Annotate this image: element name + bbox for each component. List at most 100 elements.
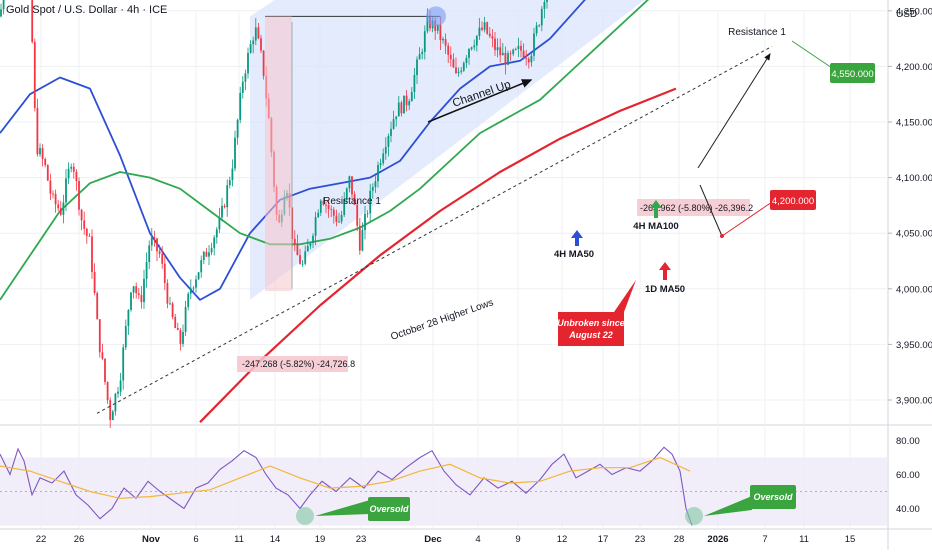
x-tick-label: 6 (193, 534, 198, 545)
candle (245, 69, 247, 90)
candle-body (187, 294, 189, 307)
candle-body (403, 96, 405, 114)
candle (169, 297, 171, 305)
candle (219, 208, 221, 233)
candle-body (367, 213, 369, 214)
candle (367, 210, 369, 217)
candle-body (406, 96, 408, 106)
x-tick-label: 12 (557, 534, 568, 545)
chart-title: Gold Spot / U.S. Dollar · 4h · ICE (6, 4, 167, 16)
candle (156, 238, 158, 261)
candle-body (484, 22, 486, 30)
candle-body (156, 238, 158, 251)
candle (242, 76, 244, 99)
candle (89, 233, 91, 236)
candle-body (536, 25, 538, 33)
candle-body (505, 53, 507, 65)
candle (52, 190, 54, 198)
candle-body (497, 47, 499, 50)
candle (99, 319, 101, 358)
candle (226, 179, 228, 217)
projection-up-arrow (698, 54, 770, 168)
candle (109, 397, 111, 428)
higher-lows-label: October 28 Higher Lows (389, 297, 495, 343)
ma50-4h-label: 4H MA50 (554, 249, 594, 260)
y-tick-label: 4,050.000 (896, 229, 932, 240)
candle-body (112, 411, 114, 420)
candle-body (200, 260, 202, 272)
candle-body (533, 33, 535, 55)
candle-body (440, 24, 442, 40)
candle-body (414, 75, 416, 92)
candle (34, 39, 36, 112)
candle (104, 358, 106, 385)
candle-body (237, 120, 239, 138)
candle (302, 260, 304, 267)
candle-body (216, 229, 218, 237)
candle (247, 48, 249, 79)
ma100-4h-label: 4H MA100 (633, 221, 678, 232)
candle-body (180, 330, 182, 344)
candle-body (128, 310, 130, 326)
candle-body (143, 279, 145, 302)
candle-body (224, 206, 226, 207)
candle-body (538, 25, 540, 26)
candle-body (195, 279, 197, 287)
candle (63, 195, 65, 224)
candle-body (50, 181, 52, 194)
candle-body (247, 53, 249, 73)
candle-body (232, 169, 234, 181)
candle-body (476, 36, 478, 46)
ma50-4h-arrow-icon (571, 230, 583, 246)
candle-body (125, 326, 127, 347)
candle-body (362, 230, 364, 250)
x-tick-label: 4 (475, 534, 480, 545)
candle-body (177, 328, 179, 330)
candle-body (52, 194, 54, 195)
candle-body (463, 63, 465, 71)
candle (128, 309, 130, 335)
candle-body (213, 237, 215, 248)
candle-body (91, 236, 93, 271)
candle-body (169, 303, 171, 304)
candle-body (359, 226, 361, 251)
candle-body (42, 148, 44, 159)
candle-body (255, 27, 257, 40)
candle (234, 131, 236, 172)
y-tick-label: 3,900.000 (896, 396, 932, 407)
x-tick-label: Nov (142, 534, 161, 545)
x-tick-label: 23 (356, 534, 367, 545)
candle-body (221, 206, 223, 218)
candle-body (141, 295, 143, 302)
target2-dot (720, 234, 724, 238)
x-tick-label: 11 (799, 534, 809, 545)
candle-body (377, 165, 379, 181)
candle-body (525, 58, 527, 59)
candle-body (234, 138, 236, 169)
candle (486, 22, 488, 35)
candle (177, 323, 179, 330)
candle-body (102, 352, 104, 358)
rsi-y-tick-label: 40.00 (896, 504, 920, 515)
candle-body (445, 39, 447, 46)
candle-body (57, 204, 59, 208)
candle (195, 275, 197, 292)
candle (86, 228, 88, 244)
candle-body (206, 252, 208, 257)
candle (164, 255, 166, 290)
candle (167, 279, 169, 308)
x-tick-label: 17 (598, 534, 609, 545)
candle-body (94, 272, 96, 293)
candle-body (349, 176, 351, 188)
candle-body (492, 36, 494, 38)
candle (143, 270, 145, 309)
candle (190, 279, 192, 299)
target2-label: 4,200.000 (772, 196, 814, 207)
candle-body (338, 222, 340, 223)
candle-body (182, 332, 184, 344)
oversold1-marker (296, 507, 314, 525)
candle (146, 252, 148, 287)
candle-body (442, 39, 444, 40)
x-tick-label: 22 (36, 534, 47, 545)
